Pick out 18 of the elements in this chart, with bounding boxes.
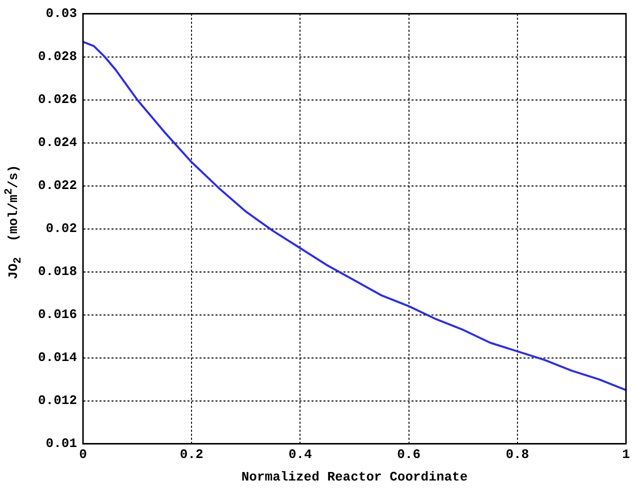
x-tick-label: 0 — [79, 446, 88, 462]
y-tick-label: 0.024 — [38, 135, 78, 150]
x-tick-label: 0.8 — [506, 446, 530, 462]
x-tick-label: 1 — [622, 446, 630, 462]
y-tick-label: 0.016 — [38, 307, 78, 322]
x-tick-label: 0.2 — [180, 446, 204, 462]
y-tick-label: 0.028 — [38, 49, 78, 64]
x-tick-label: 0.4 — [288, 446, 312, 462]
y-tick-label: 0.026 — [38, 92, 78, 108]
x-tick-label: 0.6 — [397, 446, 421, 462]
y-tick-label: 0.018 — [38, 264, 78, 280]
y-tick-label: 0.012 — [38, 393, 78, 408]
y-tick-label: 0.02 — [46, 221, 78, 236]
y-tick-label: 0.01 — [46, 436, 78, 452]
x-axis-title: Normalized Reactor Coordinate — [241, 469, 468, 484]
y-tick-label: 0.03 — [46, 6, 78, 22]
y-tick-label: 0.014 — [38, 350, 78, 366]
y-tick-label: 0.022 — [38, 178, 78, 194]
